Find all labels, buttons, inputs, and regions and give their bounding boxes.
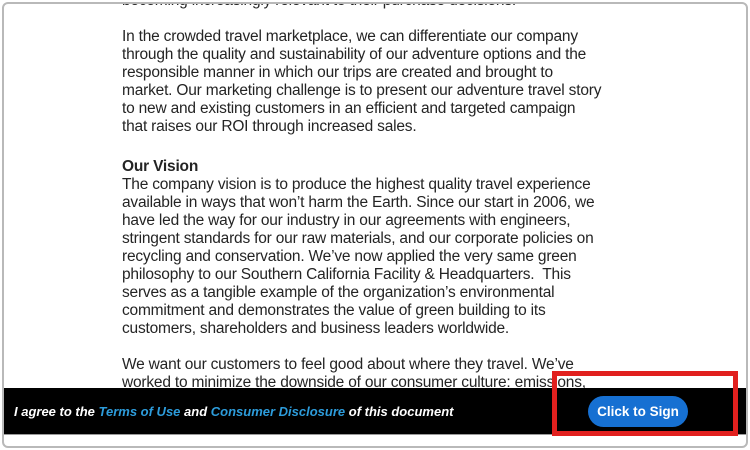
document-line: We want our customers to feel good about… xyxy=(122,356,574,373)
document-line: responsible manner in which our trips ar… xyxy=(122,64,553,81)
document-line: The company vision is to produce the hig… xyxy=(122,176,591,193)
click-to-sign-button[interactable]: Click to Sign xyxy=(588,396,688,427)
document-paragraph-customers: We want our customers to feel good about… xyxy=(122,356,601,392)
document-line: serves as a tangible example of the orga… xyxy=(122,284,555,301)
document-line: recycling and conservation. We’ve now ap… xyxy=(122,248,577,265)
document-line: available in ways that won’t harm the Ea… xyxy=(122,194,595,211)
consumer-disclosure-link[interactable]: Consumer Disclosure xyxy=(210,403,346,419)
document-line: In the crowded travel marketplace, we ca… xyxy=(122,28,578,45)
document-line: becoming increasingly relevant to their … xyxy=(122,4,601,10)
document-paragraph-vision: The company vision is to produce the hig… xyxy=(122,176,601,338)
agreement-text: I agree to the Terms of Use and Consumer… xyxy=(14,404,453,419)
vision-heading: Our Vision xyxy=(122,158,199,175)
agreement-suffix: of this document xyxy=(345,403,454,419)
document-body: becoming increasingly relevant to their … xyxy=(122,4,601,392)
agreement-prefix: I agree to the xyxy=(14,403,99,419)
agreement-and: and xyxy=(180,403,211,419)
document-line: stringent standards for our raw material… xyxy=(122,230,594,247)
document-line: worked to minimize the downside of our c… xyxy=(122,374,586,391)
terms-of-use-link[interactable]: Terms of Use xyxy=(98,403,181,419)
document-line: philosophy to our Southern California Fa… xyxy=(122,266,571,283)
document-line: have led the way for our industry in our… xyxy=(122,212,571,229)
document-line: commitment and demonstrates the value of… xyxy=(122,302,546,319)
document-line: customers, shareholders and business lea… xyxy=(122,320,510,337)
document-line: market. Our marketing challenge is to pr… xyxy=(122,82,602,99)
document-line: that raises our ROI through increased sa… xyxy=(122,118,417,135)
document-line: to new and existing customers in an effi… xyxy=(122,100,576,117)
document-paragraph-marketing: In the crowded travel marketplace, we ca… xyxy=(122,28,601,136)
document-line: through the quality and sustainability o… xyxy=(122,46,587,63)
